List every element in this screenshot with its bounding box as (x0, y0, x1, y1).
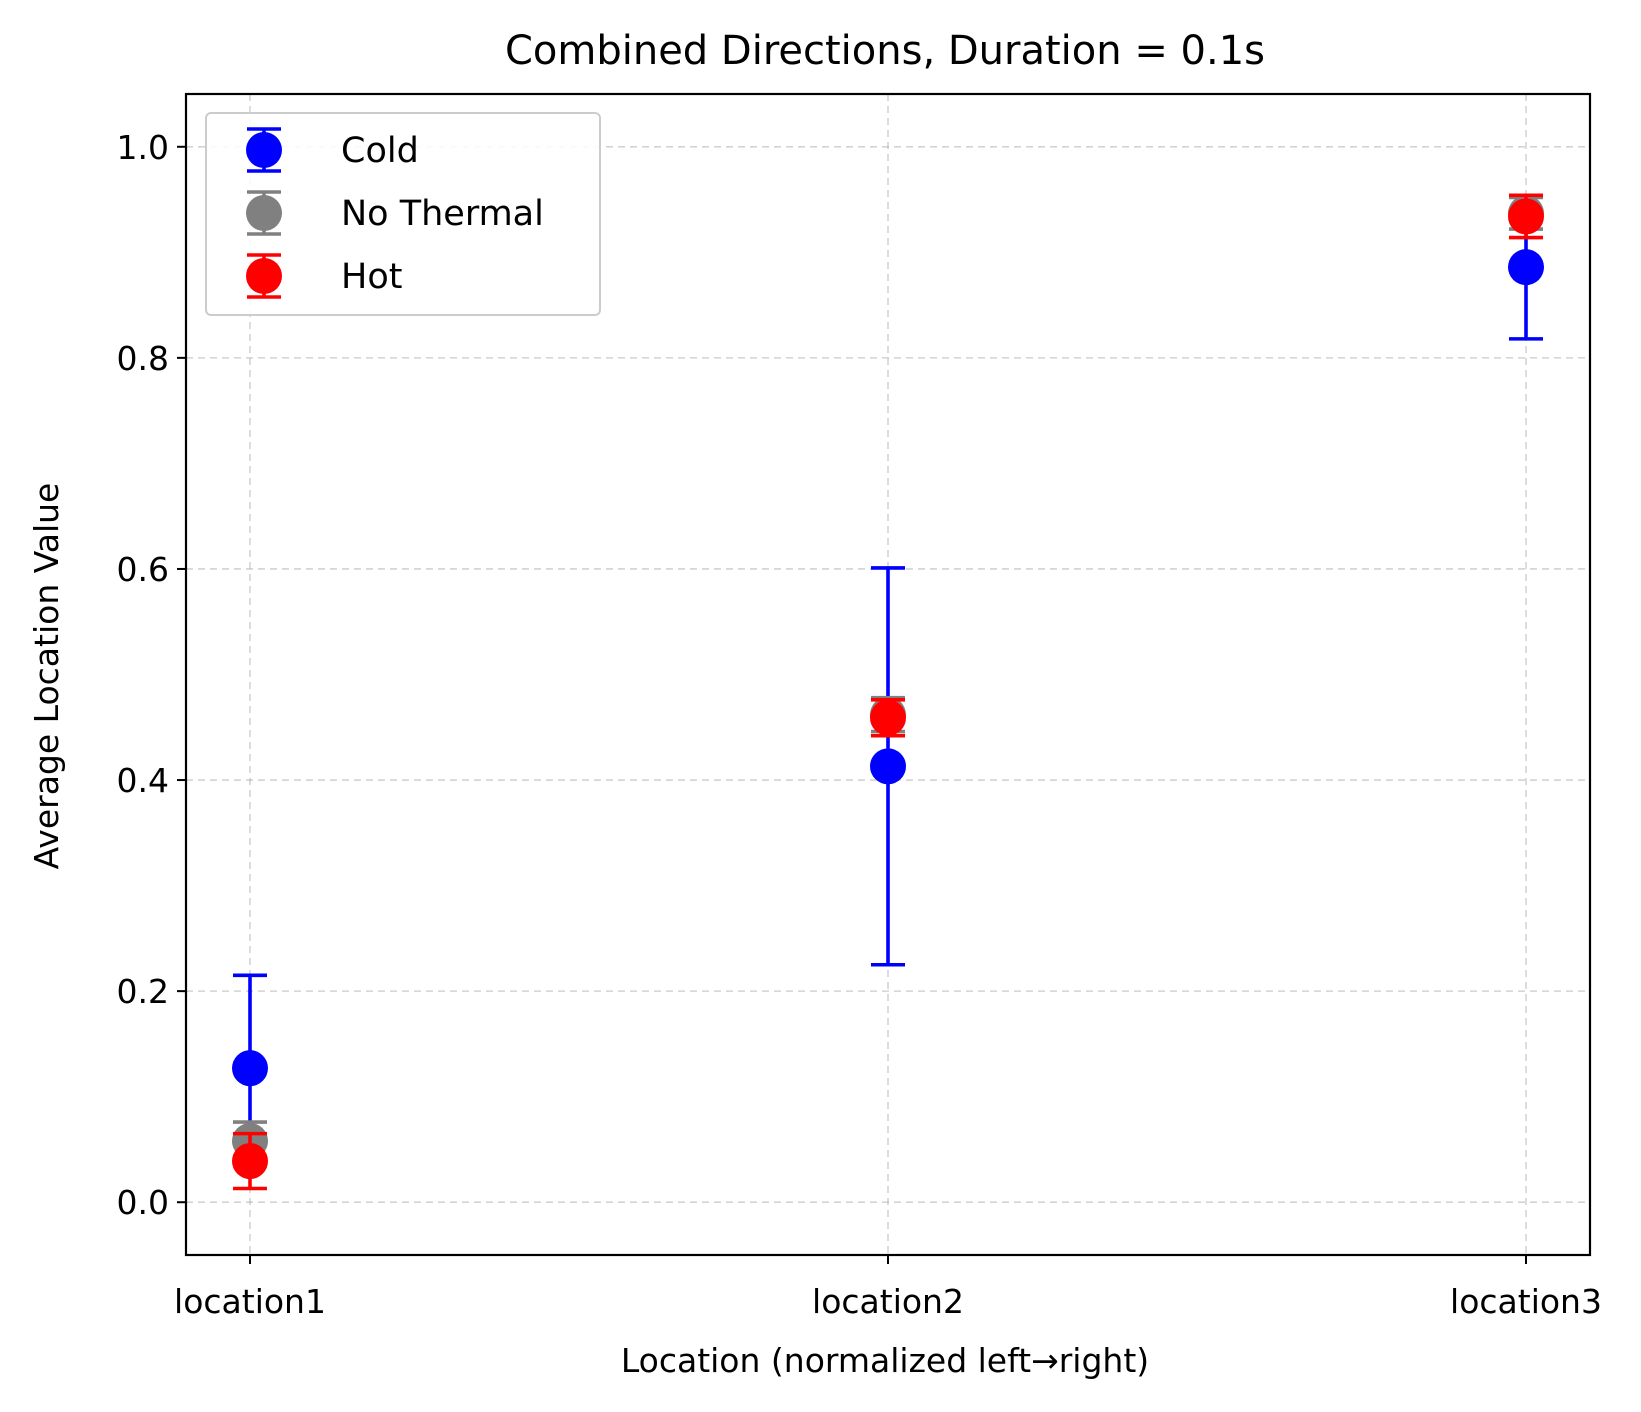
x-tick-label: location3 (1450, 1282, 1602, 1321)
data-point (1508, 249, 1544, 286)
x-axis-label: Location (normalized left→right) (621, 1341, 1149, 1380)
legend-item: Cold (246, 127, 419, 173)
data-point (1508, 198, 1544, 235)
legend-marker (246, 195, 282, 231)
legend-box (205, 112, 601, 316)
chart-title: Combined Directions, Duration = 0.1s (505, 28, 1265, 74)
legend-item: Hot (246, 253, 402, 299)
y-tick-label: 0.0 (117, 1183, 169, 1222)
y-tick-label: 0.6 (117, 550, 169, 589)
legend-label: Cold (341, 131, 419, 171)
y-tick-label: 0.2 (117, 972, 169, 1011)
data-point (870, 699, 906, 736)
y-axis-label: Average Location Value (27, 483, 66, 870)
x-tick-label: location2 (812, 1282, 964, 1321)
legend: Cold No Thermal Hot (205, 112, 601, 316)
axis-ticks: 0.0 0.2 0.4 0.6 0.8 1.0 location1 location2 loca… (117, 128, 1602, 1321)
data-point (232, 1050, 268, 1087)
y-tick-label: 0.8 (117, 339, 169, 378)
series-hot (232, 193, 1544, 1191)
y-tick-label: 0.4 (117, 761, 169, 800)
legend-label: No Thermal (341, 194, 544, 234)
legend-item: No Thermal (246, 190, 544, 236)
data-point (232, 1143, 268, 1180)
data-point (870, 748, 906, 785)
x-tick-label: location1 (174, 1282, 326, 1321)
legend-marker (246, 132, 282, 168)
plot-data (232, 193, 1544, 1191)
y-tick-label: 1.0 (117, 128, 169, 167)
legend-marker (246, 258, 282, 294)
legend-label: Hot (341, 257, 402, 297)
